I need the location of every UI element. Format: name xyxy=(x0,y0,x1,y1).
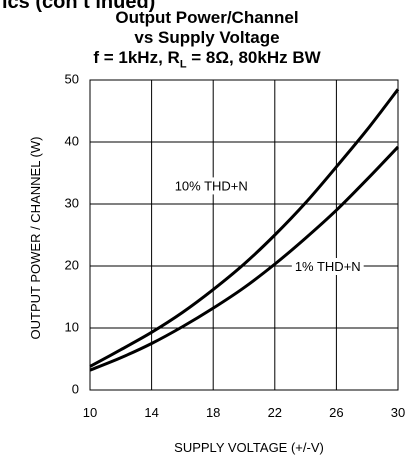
annotation-1pct: 1% THD+N xyxy=(295,259,361,274)
series-lines xyxy=(89,88,400,372)
y-tick-label: 40 xyxy=(65,133,79,148)
chart-title-line-2: vs Supply Voltage xyxy=(134,28,280,47)
y-tick-label: 10 xyxy=(65,319,79,334)
annotation-background xyxy=(171,177,251,195)
x-tick-label: 22 xyxy=(268,405,282,420)
annotation-background xyxy=(291,258,364,275)
cutoff-heading: ics (con t inued) xyxy=(2,0,156,13)
y-axis-label: OUTPUT POWER / CHANNEL (W) xyxy=(28,137,43,340)
y-tick-label: 50 xyxy=(65,71,79,86)
tick-labels: 10 14 18 22 26 30 0 10 20 30 40 50 xyxy=(65,71,406,420)
series-10pct-line xyxy=(89,88,400,368)
x-axis-label: SUPPLY VOLTAGE (+/-V) xyxy=(174,440,324,455)
x-tick-label: 10 xyxy=(83,405,97,420)
chart-title-line-3: f = 1kHz, RL = 8Ω, 80kHz BW xyxy=(0,49,414,73)
plot-frame xyxy=(89,79,399,391)
y-tick-label: 30 xyxy=(65,195,79,210)
chart-title-line-1: Output Power/Channel xyxy=(115,8,299,27)
x-tick-label: 18 xyxy=(206,405,220,420)
title-line-3-suffix: = 8Ω, 80kHz BW xyxy=(186,48,321,67)
title-line-3-prefix: f = 1kHz, R xyxy=(93,48,180,67)
title-line-3-subscript: L xyxy=(179,58,187,71)
x-tick-label: 14 xyxy=(144,405,158,420)
x-tick-label: 26 xyxy=(329,405,343,420)
y-tick-label: 20 xyxy=(65,257,79,272)
y-tick-label: 0 xyxy=(72,381,79,396)
grid xyxy=(89,79,399,391)
series-1pct-line xyxy=(89,145,400,372)
x-tick-label: 30 xyxy=(391,405,405,420)
annotation-10pct: 10% THD+N xyxy=(175,178,248,193)
